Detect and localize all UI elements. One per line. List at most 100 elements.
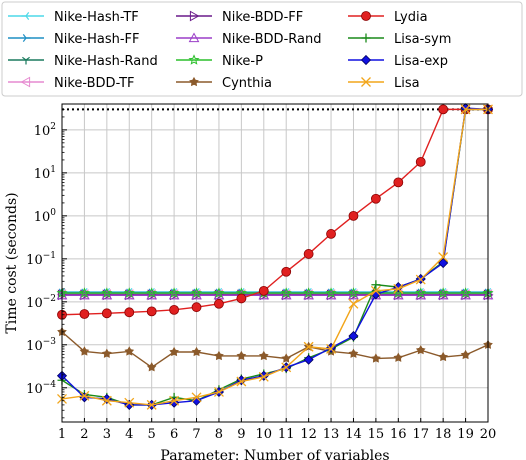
x-tick-label: 4 bbox=[125, 427, 133, 442]
x-tick-label: 18 bbox=[435, 427, 452, 442]
x-tick-label: 14 bbox=[345, 427, 362, 442]
data-point-nike-p bbox=[123, 287, 135, 298]
x-tick-label: 11 bbox=[278, 427, 295, 442]
x-tick-label: 10 bbox=[256, 427, 273, 442]
legend-label: Nike-Hash-TF bbox=[54, 10, 139, 25]
y-tick-label: 10−4 bbox=[26, 380, 56, 397]
legend-swatch-marker bbox=[188, 32, 200, 43]
legend-item-nike-hash-ff: Nike-Hash-FF bbox=[8, 32, 140, 47]
data-point-cynthia bbox=[415, 345, 426, 355]
series-line-lisa bbox=[61, 108, 488, 406]
y-tick-label: 101 bbox=[34, 165, 56, 182]
data-point-nike-p bbox=[146, 287, 158, 298]
data-point-lydia bbox=[124, 307, 135, 318]
data-point-nike-p bbox=[78, 287, 90, 298]
grid bbox=[61, 104, 489, 422]
data-point-lydia bbox=[101, 308, 112, 319]
x-axis-ticks: 1 2 3 4 5 6 7 8 9 10 11 12 13 14 15 16 17 18 19 20 bbox=[58, 418, 496, 442]
legend-item-nike-bdd-rand: Nike-BDD-Rand bbox=[176, 32, 321, 47]
legend: Nike-Hash-TF Nike-Hash-FF Nike-Hash-Rand Ni… bbox=[1, 1, 523, 97]
data-point-lydia bbox=[146, 306, 157, 317]
legend-item-cynthia: Cynthia bbox=[176, 76, 272, 91]
data-point-lisa bbox=[191, 392, 202, 403]
series-lisa-sym bbox=[57, 104, 493, 410]
data-point-cynthia bbox=[281, 353, 292, 363]
data-point-cynthia bbox=[79, 346, 90, 356]
x-tick-label: 1 bbox=[58, 427, 66, 442]
legend-swatch-marker bbox=[189, 76, 199, 87]
data-point-lisa bbox=[146, 399, 157, 410]
data-point-nike-p bbox=[460, 287, 472, 298]
data-point-lisa bbox=[101, 395, 112, 406]
series-line-lydia bbox=[61, 108, 488, 316]
series-lisa-exp bbox=[56, 103, 494, 410]
legend-label: Nike-Hash-FF bbox=[54, 32, 140, 47]
data-point-nike-p bbox=[213, 287, 225, 298]
data-point-lisa-exp bbox=[191, 395, 202, 406]
data-point-lisa bbox=[393, 283, 404, 294]
data-point-lisa bbox=[460, 104, 471, 115]
data-point-cynthia bbox=[460, 349, 471, 360]
data-point-nike-p bbox=[437, 287, 449, 298]
data-point-lydia bbox=[438, 104, 449, 115]
data-point-lisa bbox=[370, 285, 381, 296]
data-point-cynthia bbox=[348, 348, 359, 358]
data-point-lisa bbox=[236, 376, 247, 387]
data-point-nike-p bbox=[191, 287, 203, 298]
series-lydia bbox=[57, 104, 493, 320]
data-point-lisa-exp bbox=[438, 257, 449, 269]
y-tick-label: 100 bbox=[34, 208, 57, 225]
data-point-lydia bbox=[236, 293, 247, 304]
legend-swatch-marker bbox=[20, 76, 31, 88]
legend-label: Lisa-sym bbox=[394, 32, 451, 47]
y-axis-ticks: 10−4 10−3 10−2 10−1 100 101 102 bbox=[26, 108, 67, 419]
series-cynthia bbox=[57, 326, 493, 372]
legend-swatch-marker bbox=[361, 11, 371, 21]
data-point-nike-p bbox=[303, 287, 315, 298]
legend-swatch-marker bbox=[189, 10, 200, 22]
data-point-lydia bbox=[191, 302, 202, 313]
data-point-cynthia bbox=[191, 346, 202, 357]
y-axis-label: Time cost (seconds) bbox=[4, 192, 20, 333]
data-point-lisa bbox=[438, 252, 449, 263]
data-point-lisa bbox=[79, 390, 90, 401]
y-tick-label: 102 bbox=[34, 122, 56, 139]
data-point-nike-p bbox=[325, 287, 337, 298]
series-layer bbox=[56, 103, 494, 410]
legend-label: Lisa-exp bbox=[394, 54, 448, 69]
data-point-lisa bbox=[415, 274, 426, 285]
data-point-lydia bbox=[393, 177, 404, 188]
data-point-cynthia bbox=[236, 350, 247, 361]
data-point-lydia bbox=[348, 210, 359, 221]
data-point-lisa bbox=[303, 341, 314, 352]
data-point-cynthia bbox=[438, 351, 449, 362]
x-tick-label: 9 bbox=[237, 427, 245, 442]
x-tick-label: 3 bbox=[103, 427, 111, 442]
x-tick-label: 15 bbox=[368, 427, 385, 442]
legend-item-lisa-sym: Lisa-sym bbox=[348, 32, 451, 47]
data-point-lisa bbox=[124, 397, 135, 408]
legend-item-lisa: Lisa bbox=[348, 76, 420, 91]
legend-swatch-marker bbox=[22, 34, 31, 42]
data-point-cynthia bbox=[371, 353, 381, 363]
legend-label: Nike-Hash-Rand bbox=[54, 54, 158, 69]
x-tick-label: 17 bbox=[412, 427, 429, 442]
data-point-lisa-sym bbox=[371, 280, 381, 290]
x-tick-label: 5 bbox=[148, 427, 156, 442]
x-axis-label: Parameter: Number of variables bbox=[160, 448, 389, 460]
data-point-lydia bbox=[326, 229, 336, 239]
data-point-nike-p bbox=[168, 287, 180, 298]
legend-label: Lydia bbox=[394, 10, 428, 25]
x-tick-label: 6 bbox=[170, 427, 178, 442]
data-point-nike-p bbox=[101, 287, 113, 298]
series-lisa bbox=[57, 104, 493, 410]
data-point-cynthia bbox=[124, 346, 135, 356]
legend-swatch-marker bbox=[360, 54, 372, 66]
legend-label: Nike-P bbox=[222, 54, 263, 69]
legend-label: Nike-BDD-TF bbox=[54, 76, 134, 91]
data-point-nike-p bbox=[347, 287, 359, 298]
data-point-nike-p bbox=[280, 287, 292, 298]
y-tick-label: 10−1 bbox=[26, 251, 56, 268]
legend-swatch-marker bbox=[361, 77, 371, 87]
legend-item-lisa-exp: Lisa-exp bbox=[348, 54, 448, 69]
